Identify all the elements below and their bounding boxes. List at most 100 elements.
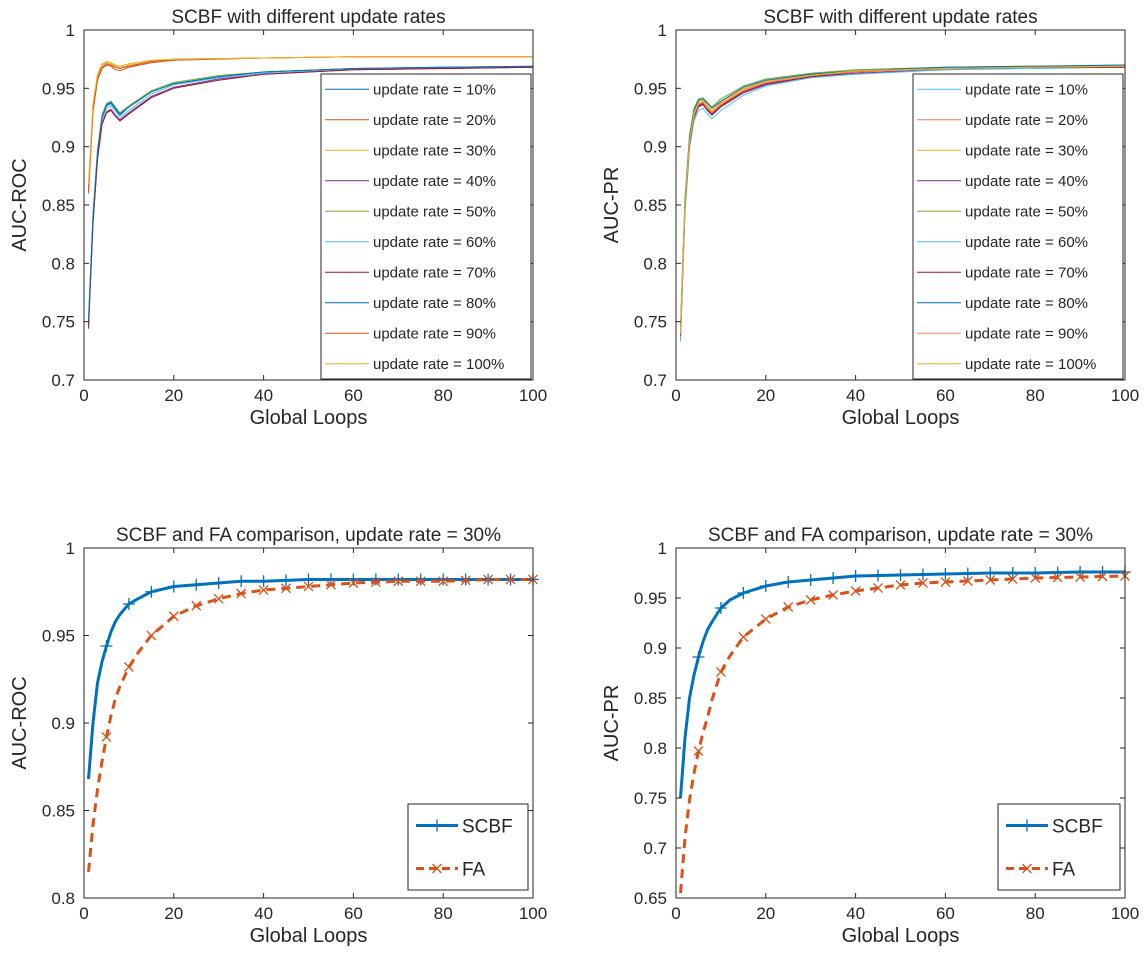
series-line-2 <box>87 578 533 872</box>
x-tick-label: 80 <box>1026 386 1045 405</box>
x-tick-label: 40 <box>254 386 273 405</box>
legend-label: update rate = 60% <box>373 234 496 251</box>
data-point-2-9 <box>281 583 292 594</box>
data-point-1-11 <box>324 573 337 586</box>
data-point-2-11 <box>325 579 336 590</box>
y-tick-label: 0.8 <box>643 739 667 758</box>
legend-label: SCBF <box>462 817 513 838</box>
x-tick-label: 60 <box>344 904 363 923</box>
chart-title: SCBF with different update rates <box>763 7 1037 28</box>
data-point-1-6 <box>212 577 225 589</box>
data-point-2-19 <box>505 574 516 585</box>
data-point-2-10 <box>895 580 906 590</box>
series-line-6 <box>680 66 1125 342</box>
x-tick-label: 20 <box>756 904 775 923</box>
data-point-2-13 <box>962 576 973 586</box>
x-tick-label: 100 <box>519 904 547 923</box>
data-point-1-5 <box>190 578 203 591</box>
chart-panel-4: 0 20 40 60 80 100 0.65 0.7 0.75 0.8 0.85 0.9 0.95 1 SC… <box>601 525 1139 947</box>
legend-item-9: update rate = 90% <box>917 325 1088 342</box>
data-point-1-14 <box>392 573 405 586</box>
legend: SCBF FA <box>407 803 529 891</box>
legend-item-1: SCBF <box>416 817 513 838</box>
chart-panel-1: 0 20 40 60 80 100 0.7 0.75 0.8 0.85 0.9 0.95 1 SCBF w… <box>9 7 547 429</box>
y-tick-label: 0.9 <box>643 639 667 658</box>
data-point-2-14 <box>985 575 996 585</box>
x-tick-label: 20 <box>756 386 775 405</box>
y-tick-label: 0.85 <box>42 196 75 215</box>
legend-item-8: update rate = 80% <box>917 295 1088 312</box>
x-tick-label: 40 <box>846 904 865 923</box>
legend-item-6: update rate = 60% <box>917 234 1088 251</box>
data-point-2-15 <box>1007 574 1018 584</box>
legend-item-10: update rate = 100% <box>325 356 504 373</box>
legend-label: update rate = 50% <box>373 203 496 220</box>
legend-item-3: update rate = 30% <box>325 142 496 159</box>
x-axis-label: Global Loops <box>250 925 368 947</box>
legend-item-8: update rate = 80% <box>325 295 496 312</box>
legend-label: update rate = 50% <box>965 203 1088 220</box>
data-point-1-5 <box>782 576 795 588</box>
data-point-2-11 <box>917 578 928 588</box>
data-point-2-7 <box>236 588 247 599</box>
data-point-2-4 <box>760 614 771 624</box>
data-point-2-17 <box>1052 572 1063 583</box>
data-point-2-16 <box>1030 573 1041 583</box>
series-line-7 <box>88 66 533 329</box>
data-point-1-17 <box>1051 566 1064 579</box>
axes-box <box>675 547 1126 899</box>
legend-label: update rate = 60% <box>965 234 1088 251</box>
legend-label: update rate = 80% <box>373 295 496 312</box>
x-tick-label: 0 <box>671 386 680 405</box>
y-tick-label: 0.75 <box>42 313 75 332</box>
data-point-1-8 <box>257 575 270 588</box>
series-line-10 <box>680 65 1125 333</box>
x-tick-label: 100 <box>1111 904 1139 923</box>
data-point-2-17 <box>460 575 471 586</box>
y-tick-label: 0.95 <box>634 79 667 98</box>
data-point-2-1 <box>101 732 112 742</box>
data-point-1-2 <box>714 602 727 614</box>
legend-label: update rate = 70% <box>965 264 1088 281</box>
legend-label: update rate = 30% <box>373 142 496 159</box>
chart-panel-2: 0 20 40 60 80 100 0.7 0.75 0.8 0.85 0.9 0.95 1 SCBF w… <box>601 7 1139 429</box>
data-point-1-14 <box>984 567 997 579</box>
data-point-1-3 <box>737 587 750 599</box>
data-point-1-10 <box>302 573 315 586</box>
y-tick-label: 0.85 <box>634 689 667 708</box>
data-point-2-12 <box>940 577 951 587</box>
data-point-1-3 <box>145 585 158 598</box>
x-tick-label: 0 <box>79 386 88 405</box>
y-tick-label: 0.75 <box>634 313 667 332</box>
y-tick-label: 0.8 <box>51 254 75 273</box>
data-point-1-2 <box>122 598 135 610</box>
data-point-1-4 <box>759 580 772 592</box>
y-tick-label: 0.9 <box>51 138 75 157</box>
x-tick-label: 40 <box>254 904 273 923</box>
legend: SCBF FA <box>997 803 1121 891</box>
series-line-10 <box>88 56 533 185</box>
data-point-2-3 <box>738 632 749 642</box>
data-point-2-2 <box>123 662 134 672</box>
legend-item-7: update rate = 70% <box>917 264 1088 281</box>
data-point-2-16 <box>438 576 449 587</box>
x-tick-label: 80 <box>434 904 453 923</box>
data-point-2-14 <box>393 576 404 587</box>
y-tick-label: 1 <box>66 21 75 40</box>
legend-item-5: update rate = 50% <box>325 203 496 220</box>
data-point-2-2 <box>715 667 726 677</box>
data-point-1-16 <box>437 573 450 586</box>
data-point-1-9 <box>872 569 885 582</box>
data-point-1-16 <box>1029 567 1042 579</box>
data-point-2-3 <box>146 630 157 641</box>
x-tick-label: 100 <box>519 386 547 405</box>
x-tick-label: 60 <box>936 386 955 405</box>
legend-label: update rate = 10% <box>965 81 1088 98</box>
legend-item-7: update rate = 70% <box>325 264 496 281</box>
data-point-1-15 <box>414 573 427 586</box>
data-point-1-7 <box>235 575 248 588</box>
y-tick-label: 0.7 <box>643 371 667 390</box>
data-point-1-1 <box>692 651 705 663</box>
chart-title: SCBF and FA comparison, update rate = 30… <box>116 525 501 546</box>
data-point-1-1 <box>100 640 113 652</box>
